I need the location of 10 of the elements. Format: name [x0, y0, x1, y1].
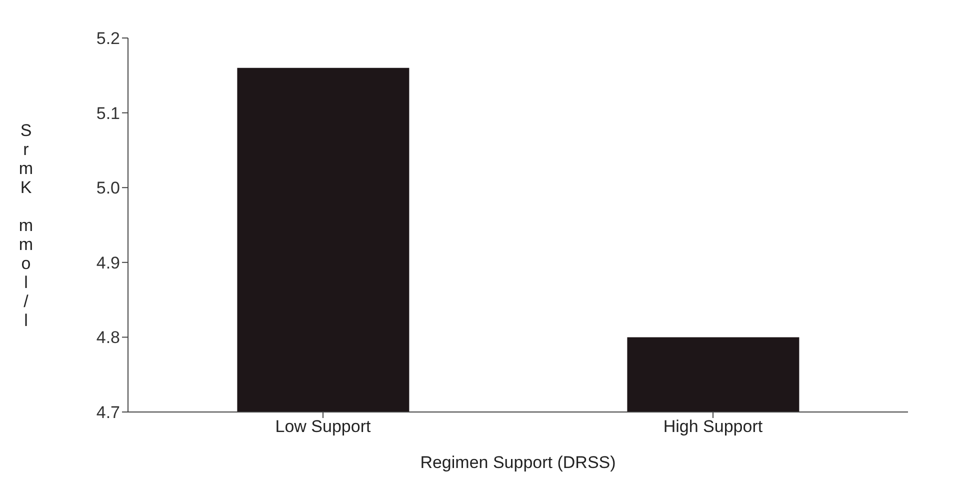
x-tick-label: Low Support	[275, 417, 371, 436]
y-tick-label: 4.9	[96, 253, 120, 272]
y-tick-label: 5.0	[96, 178, 120, 198]
y-tick-label: 5.1	[96, 104, 120, 123]
y-tick-label: 4.7	[96, 403, 120, 422]
text: SrmK mmol/l	[18, 121, 34, 330]
y-tick-label: 5.2	[96, 29, 120, 48]
x-tick-label: High Support	[663, 417, 763, 436]
x-axis-title: Regimen Support (DRSS)	[420, 453, 616, 472]
y-tick-label: 4.8	[96, 328, 120, 348]
